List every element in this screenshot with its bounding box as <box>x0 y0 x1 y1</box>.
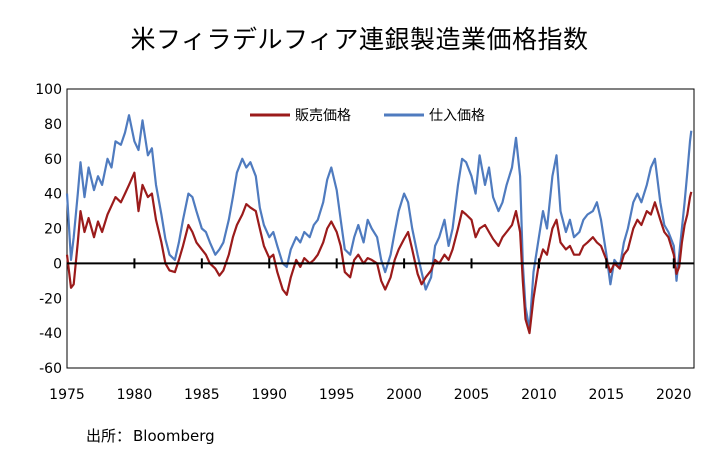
source-note: 出所： Bloomberg <box>86 425 217 446</box>
y-axis-labels: 100 80 60 40 20 0 -20 -40 -60 <box>35 82 62 377</box>
y-tick-label: 0 <box>53 256 62 272</box>
legend-label-1: 仕入価格 <box>429 108 485 124</box>
series-line-1 <box>65 114 693 331</box>
x-tick-label: 2000 <box>386 387 422 403</box>
source-name: Bloomberg <box>133 427 215 445</box>
y-tick-label: 80 <box>44 117 62 133</box>
series-lines <box>65 114 693 335</box>
x-axis-ticks <box>133 258 675 269</box>
x-tick-label: 2010 <box>521 387 557 403</box>
x-tick-label: 2005 <box>454 387 490 403</box>
x-tick-label: 1985 <box>184 387 220 403</box>
y-tick-label: -40 <box>39 326 62 342</box>
y-tick-label: 60 <box>44 152 62 168</box>
y-tick-label: -20 <box>39 291 62 307</box>
plot-area-frame <box>66 88 695 369</box>
y-tick-label: 100 <box>35 82 62 98</box>
x-tick-label: 1990 <box>251 387 287 403</box>
chart-title: 米フィラデルフィア連銀製造業価格指数 <box>130 25 589 54</box>
legend-label-0: 販売価格 <box>295 108 351 124</box>
y-tick-label: -60 <box>39 361 62 377</box>
x-tick-label: 2015 <box>589 387 625 403</box>
legend: 販売価格 仕入価格 <box>250 108 485 124</box>
x-axis-labels: 1975 1980 1985 1990 1995 2000 2005 2010 2015 2020 <box>49 387 691 403</box>
y-tick-label: 20 <box>44 222 62 238</box>
source-label: 出所： <box>86 427 132 445</box>
series-line-0 <box>65 171 693 335</box>
x-tick-label: 1995 <box>319 387 355 403</box>
y-tick-label: 40 <box>44 187 62 203</box>
x-tick-label: 1980 <box>117 387 153 403</box>
x-tick-label: 2020 <box>656 387 692 403</box>
x-tick-label: 1975 <box>49 387 85 403</box>
